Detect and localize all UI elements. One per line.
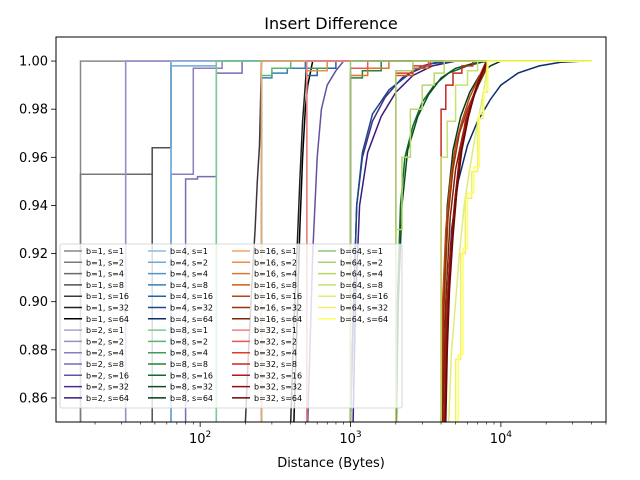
- legend-label: b=8, s=4: [170, 349, 208, 358]
- legend-label: b=4, s=64: [170, 315, 213, 324]
- legend-label: b=64, s=4: [340, 270, 383, 279]
- legend-label: b=16, s=8: [254, 281, 297, 290]
- series-line-11: [307, 60, 592, 422]
- x-tick-label: 104: [490, 430, 513, 447]
- legend-label: b=32, s=4: [254, 349, 297, 358]
- series-line-45: [440, 60, 592, 422]
- legend-label: b=1, s=1: [86, 247, 124, 256]
- legend-label: b=64, s=1: [340, 247, 383, 256]
- legend-label: b=32, s=32: [254, 383, 302, 392]
- legend: b=1, s=1 b=1, s=2 b=1, s=4 b=1, s=8 b=1, s=1…: [59, 243, 403, 409]
- chart-title: Insert Difference: [264, 14, 397, 33]
- legend-label: b=64, s=2: [340, 258, 383, 267]
- x-tick-label: 103: [339, 430, 361, 447]
- x-tick-label: 102: [189, 430, 211, 447]
- series-line-31: [395, 60, 592, 422]
- legend-label: b=2, s=64: [86, 394, 129, 403]
- legend-label: b=32, s=1: [254, 326, 297, 335]
- legend-label: b=2, s=4: [86, 349, 124, 358]
- y-tick-label: 0.88: [19, 343, 48, 358]
- legend-label: b=32, s=16: [254, 371, 302, 380]
- legend-label: b=16, s=64: [254, 315, 302, 324]
- series-line-47: [454, 60, 592, 422]
- legend-label: b=64, s=64: [340, 315, 388, 324]
- legend-label: b=4, s=2: [170, 258, 208, 267]
- legend-label: b=1, s=2: [86, 258, 124, 267]
- legend-label: b=1, s=32: [86, 304, 129, 313]
- legend-label: b=16, s=1: [254, 247, 297, 256]
- legend-label: b=1, s=8: [86, 281, 124, 290]
- legend-label: b=32, s=8: [254, 360, 297, 369]
- legend-label: b=4, s=32: [170, 304, 213, 313]
- series-line-17: [260, 60, 592, 422]
- legend-label: b=1, s=64: [86, 315, 129, 324]
- series-line-43: [395, 60, 592, 422]
- legend-label: b=64, s=32: [340, 304, 388, 313]
- y-tick-label: 0.92: [19, 247, 48, 262]
- legend-label: b=8, s=16: [170, 371, 213, 380]
- legend-label: b=4, s=1: [170, 247, 208, 256]
- legend-label: b=2, s=8: [86, 360, 124, 369]
- y-axis: 0.86 0.88 0.90 0.92 0.94 0.96 0.98 1.00: [19, 55, 56, 406]
- series-line-44: [395, 60, 592, 422]
- legend-label: b=32, s=2: [254, 337, 297, 346]
- series-line-48: [457, 60, 592, 422]
- legend-label: b=8, s=1: [170, 326, 208, 335]
- legend-label: b=8, s=2: [170, 337, 208, 346]
- legend-label: b=16, s=32: [254, 304, 302, 313]
- legend-label: b=4, s=16: [170, 292, 213, 301]
- legend-label: b=16, s=16: [254, 292, 302, 301]
- series-line-37: [395, 60, 592, 422]
- legend-label: b=8, s=8: [170, 360, 208, 369]
- series-line-46: [447, 60, 592, 422]
- series-line-32: [440, 60, 592, 422]
- series-line-41: [445, 60, 592, 422]
- legend-label: b=64, s=8: [340, 281, 383, 290]
- legend-label: b=4, s=4: [170, 270, 208, 279]
- series-line-25: [395, 60, 592, 422]
- y-tick-label: 0.98: [19, 103, 48, 118]
- legend-label: b=4, s=8: [170, 281, 208, 290]
- series-line-39: [443, 60, 592, 422]
- legend-label: b=1, s=4: [86, 270, 124, 279]
- legend-label: b=2, s=16: [86, 371, 129, 380]
- legend-label: b=1, s=16: [86, 292, 129, 301]
- series-line-38: [440, 60, 592, 422]
- legend-label: b=2, s=1: [86, 326, 124, 335]
- legend-label: b=2, s=32: [86, 383, 129, 392]
- legend-label: b=16, s=4: [254, 270, 297, 279]
- x-axis: 102 103 104: [94, 422, 607, 447]
- y-tick-label: 0.94: [19, 199, 48, 214]
- legend-label: b=8, s=64: [170, 394, 213, 403]
- series-line-26: [395, 60, 592, 422]
- legend-box: [59, 243, 403, 409]
- y-tick-label: 0.90: [19, 295, 48, 310]
- legend-label: b=64, s=16: [340, 292, 388, 301]
- legend-label: b=32, s=64: [254, 394, 302, 403]
- y-tick-label: 0.86: [19, 391, 48, 406]
- legend-label: b=16, s=2: [254, 258, 297, 267]
- x-axis-label: Distance (Bytes): [277, 456, 385, 471]
- legend-label: b=2, s=2: [86, 337, 124, 346]
- y-tick-label: 0.96: [19, 151, 48, 166]
- series-line-20: [443, 60, 592, 422]
- legend-label: b=8, s=32: [170, 383, 213, 392]
- y-tick-label: 1.00: [19, 55, 48, 70]
- plot-frame: [55, 36, 607, 423]
